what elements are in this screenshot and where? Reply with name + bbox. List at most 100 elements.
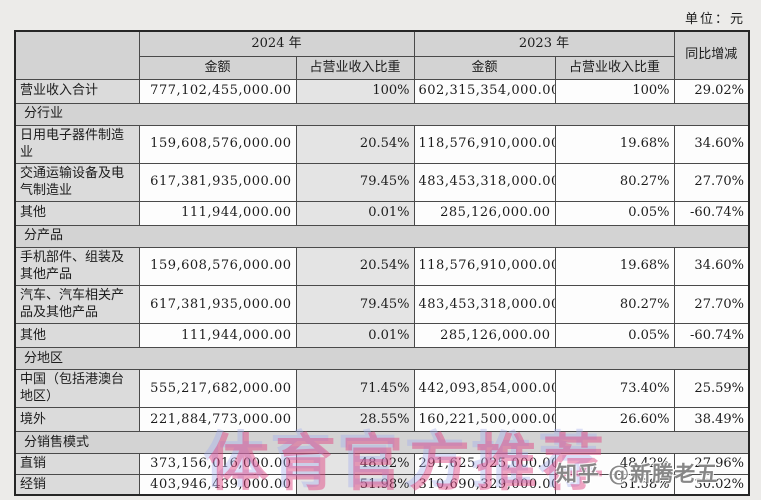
year-2024-header: 2024 年 bbox=[138, 30, 415, 57]
ratio-2023-cell: 73.40% bbox=[554, 368, 675, 408]
section-row: 分产品 bbox=[14, 224, 750, 248]
yoy-change-cell: 30.02% bbox=[673, 473, 750, 496]
ratio-2024-cell: 79.45% bbox=[295, 162, 415, 202]
amount-2024-cell: 777,102,455,000.00 bbox=[138, 78, 297, 104]
section-label: 分销售模式 bbox=[14, 430, 750, 454]
ratio-2024-cell: 79.45% bbox=[295, 284, 415, 324]
ratio-2024-cell: 51.98% bbox=[295, 473, 415, 496]
row-label: 经销 bbox=[14, 473, 140, 496]
section-label: 分行业 bbox=[14, 102, 750, 126]
ratio-2024-cell: 48.02% bbox=[295, 452, 415, 475]
amount-2023-cell: 285,126,000.00 bbox=[413, 200, 556, 226]
yoy-change-cell: 38.49% bbox=[673, 406, 750, 432]
ratio-2024-cell: 0.01% bbox=[295, 200, 415, 226]
yoy-change-cell: 27.96% bbox=[673, 452, 750, 475]
amount-2024-cell: 403,946,439,000.00 bbox=[138, 473, 297, 496]
section-row: 分地区 bbox=[14, 346, 750, 370]
table-row: 交通运输设备及电气制造业 617,381,935,000.00 79.45% 483,… bbox=[14, 162, 750, 202]
yoy-change-cell: 27.70% bbox=[673, 284, 750, 324]
amount-2023-cell: 118,576,910,000.00 bbox=[413, 124, 556, 164]
table-row: 境外 221,884,773,000.00 28.55% 160,221,500,00… bbox=[14, 406, 750, 432]
ratio-2023-cell: 19.68% bbox=[554, 246, 675, 286]
yoy-change-cell: 25.59% bbox=[673, 368, 750, 408]
ratio-2024-cell: 71.45% bbox=[295, 368, 415, 408]
amount-2023-cell: 442,093,854,000.00 bbox=[413, 368, 556, 408]
yoy-change-cell: 27.70% bbox=[673, 162, 750, 202]
table-row: 直销 373,156,016,000.00 48.02% 291,625,025,00… bbox=[14, 452, 750, 475]
yoy-change-cell: 34.60% bbox=[673, 124, 750, 164]
table-row: 其他 111,944,000.00 0.01% 285,126,000.00 0.05%… bbox=[14, 322, 750, 348]
ratio-2023-header: 占营业收入比重 bbox=[554, 55, 675, 80]
table-header: 2024 年 2023 年 同比增减 金额 占营业收入比重 金额 占营业收入比重 bbox=[14, 30, 750, 80]
year-2023-header: 2023 年 bbox=[413, 30, 675, 57]
row-label: 日用电子器件制造业 bbox=[14, 124, 140, 164]
table-body: 营业收入合计 777,102,455,000.00 100% 602,315,354,… bbox=[14, 78, 750, 496]
ratio-2024-cell: 100% bbox=[295, 78, 415, 104]
amount-2024-cell: 111,944,000.00 bbox=[138, 200, 297, 226]
ratio-2023-cell: 26.60% bbox=[554, 406, 675, 432]
ratio-2023-cell: 48.42% bbox=[554, 452, 675, 475]
amount-2024-cell: 221,884,773,000.00 bbox=[138, 406, 297, 432]
ratio-2023-cell: 100% bbox=[554, 78, 675, 104]
yoy-change-header: 同比增减 bbox=[673, 30, 750, 80]
yoy-change-cell: 29.02% bbox=[673, 78, 750, 104]
amount-2024-header: 金额 bbox=[138, 55, 297, 80]
ratio-2024-cell: 20.54% bbox=[295, 124, 415, 164]
yoy-change-cell: -60.74% bbox=[673, 322, 750, 348]
amount-2023-cell: 160,221,500,000.00 bbox=[413, 406, 556, 432]
section-row: 分行业 bbox=[14, 102, 750, 126]
amount-2024-cell: 555,217,682,000.00 bbox=[138, 368, 297, 408]
amount-2023-cell: 483,453,318,000.00 bbox=[413, 162, 556, 202]
ratio-2023-cell: 80.27% bbox=[554, 284, 675, 324]
amount-2024-cell: 617,381,935,000.00 bbox=[138, 162, 297, 202]
amount-2024-cell: 159,608,576,000.00 bbox=[138, 124, 297, 164]
row-label: 其他 bbox=[14, 322, 140, 348]
row-label: 境外 bbox=[14, 406, 140, 432]
ratio-2023-cell: 0.05% bbox=[554, 322, 675, 348]
table-row: 手机部件、组装及其他产品 159,608,576,000.00 20.54% 118,… bbox=[14, 246, 750, 286]
ratio-2023-cell: 19.68% bbox=[554, 124, 675, 164]
section-label: 分地区 bbox=[14, 346, 750, 370]
amount-2024-cell: 111,944,000.00 bbox=[138, 322, 297, 348]
section-row: 分销售模式 bbox=[14, 430, 750, 454]
row-label: 交通运输设备及电气制造业 bbox=[14, 162, 140, 202]
table-row: 营业收入合计 777,102,455,000.00 100% 602,315,354,… bbox=[14, 78, 750, 104]
amount-2024-cell: 617,381,935,000.00 bbox=[138, 284, 297, 324]
ratio-2023-cell: 0.05% bbox=[554, 200, 675, 226]
table-row: 中国（包括港澳台地区） 555,217,682,000.00 71.45% 442,0… bbox=[14, 368, 750, 408]
row-label: 汽车、汽车相关产品及其他产品 bbox=[14, 284, 140, 324]
row-label: 中国（包括港澳台地区） bbox=[14, 368, 140, 408]
amount-2024-cell: 373,156,016,000.00 bbox=[138, 452, 297, 475]
ratio-2023-cell: 51.58% bbox=[554, 473, 675, 496]
yoy-change-cell: 34.60% bbox=[673, 246, 750, 286]
row-label: 直销 bbox=[14, 452, 140, 475]
corner-cell bbox=[14, 30, 140, 80]
amount-2023-cell: 310,690,329,000.00 bbox=[413, 473, 556, 496]
amount-2023-cell: 602,315,354,000.00 bbox=[413, 78, 556, 104]
row-label: 其他 bbox=[14, 200, 140, 226]
section-label: 分产品 bbox=[14, 224, 750, 248]
amount-2023-cell: 118,576,910,000.00 bbox=[413, 246, 556, 286]
header-row-years: 2024 年 2023 年 同比增减 bbox=[14, 30, 750, 80]
header-row-subcolumns: 金额 占营业收入比重 金额 占营业收入比重 bbox=[15, 55, 749, 80]
row-label: 营业收入合计 bbox=[14, 78, 140, 104]
ratio-2024-cell: 20.54% bbox=[295, 246, 415, 286]
yoy-change-cell: -60.74% bbox=[673, 200, 750, 226]
ratio-2023-cell: 80.27% bbox=[554, 162, 675, 202]
table-row: 其他 111,944,000.00 0.01% 285,126,000.00 0.05%… bbox=[14, 200, 750, 226]
ratio-2024-cell: 28.55% bbox=[295, 406, 415, 432]
table-row: 汽车、汽车相关产品及其他产品 617,381,935,000.00 79.45% 48… bbox=[14, 284, 750, 324]
table-row: 经销 403,946,439,000.00 51.98% 310,690,329,00… bbox=[14, 473, 750, 496]
row-label: 手机部件、组装及其他产品 bbox=[14, 246, 140, 286]
ratio-2024-header: 占营业收入比重 bbox=[295, 55, 415, 80]
unit-label: 单位：元 bbox=[684, 12, 745, 27]
table-row: 日用电子器件制造业 159,608,576,000.00 20.54% 118,576… bbox=[14, 124, 750, 164]
revenue-breakdown-table: 2024 年 2023 年 同比增减 金额 占营业收入比重 金额 占营业收入比重… bbox=[14, 30, 750, 497]
ratio-2024-cell: 0.01% bbox=[295, 322, 415, 348]
amount-2024-cell: 159,608,576,000.00 bbox=[138, 246, 297, 286]
amount-2023-cell: 285,126,000.00 bbox=[413, 322, 556, 348]
amount-2023-cell: 483,453,318,000.00 bbox=[413, 284, 556, 324]
amount-2023-cell: 291,625,025,000.00 bbox=[413, 452, 556, 475]
amount-2023-header: 金额 bbox=[413, 55, 556, 80]
